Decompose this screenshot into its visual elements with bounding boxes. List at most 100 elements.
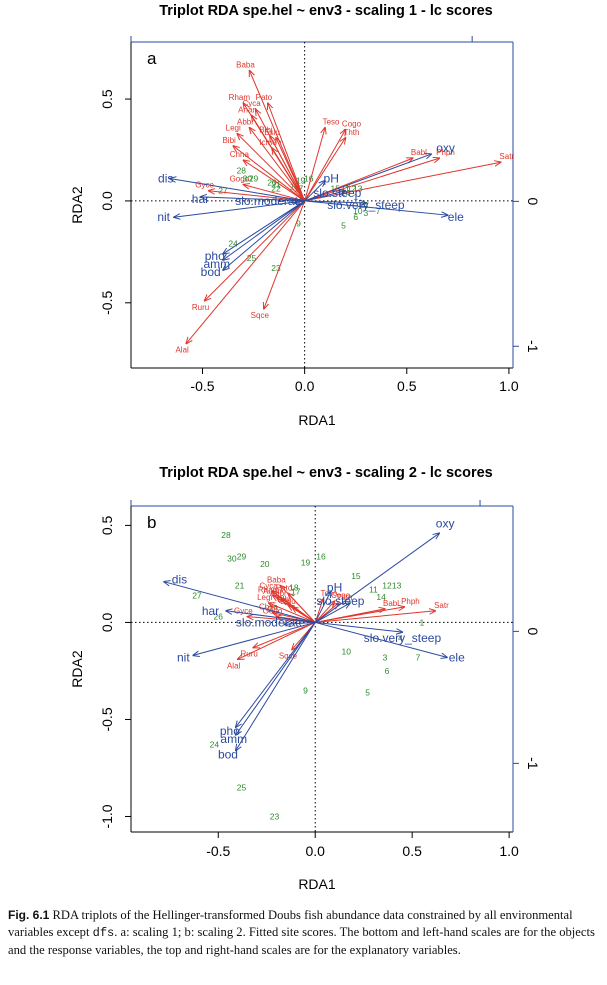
species-label: Blbj [277, 595, 291, 604]
species-label: Babl [383, 599, 399, 608]
env-arrow [304, 191, 346, 202]
species-label: Satr [434, 601, 449, 610]
species-arrow [243, 160, 305, 202]
species-label: Abbr [270, 589, 287, 598]
species-arrow [272, 148, 306, 202]
site-label: 27 [218, 186, 228, 196]
panel-a: Triplot RDA spe.hel ~ env3 - scaling 1 -… [69, 3, 541, 428]
species-label: Satr [499, 152, 514, 161]
species-arrow [276, 138, 306, 202]
species-label: Rham [229, 93, 251, 102]
env-arrow [284, 622, 316, 624]
site-label: 16 [304, 174, 314, 184]
x-tick-label: 0.0 [305, 843, 325, 859]
y-tick-label: 0.0 [99, 191, 115, 211]
site-label: 7 [376, 206, 381, 216]
env-arrow [236, 622, 316, 750]
right-tick-label: -1 [525, 757, 541, 770]
species-label: Ruru [192, 303, 209, 312]
env-label: nit [177, 650, 190, 664]
figure-caption: Fig. 6.1 RDA triplots of the Hellinger-t… [8, 907, 602, 960]
species-label: Chna [259, 603, 279, 612]
env-label: dis [172, 573, 187, 587]
right-tick-label: 0 [525, 627, 541, 635]
env-label: har [202, 604, 219, 618]
env-arrow [236, 622, 316, 727]
env-label: dis [158, 172, 173, 186]
site-label: 3 [383, 652, 388, 662]
x-tick-label: -0.5 [190, 378, 214, 394]
caption-code: dfs [92, 926, 115, 941]
site-label: 16 [316, 551, 326, 561]
species-label: Cyca [242, 99, 261, 108]
species-arrow [209, 191, 305, 202]
site-label: 18 [289, 583, 299, 593]
env-label: oxy [436, 141, 455, 155]
env-arrow [314, 533, 439, 623]
species-arrow [314, 601, 334, 623]
species-arrow [237, 134, 305, 202]
species-label: Cogo [331, 591, 351, 600]
species-label: Thth [343, 128, 359, 137]
y-axis-label: RDA2 [69, 186, 85, 224]
panel-label: b [147, 513, 156, 532]
x-tick-label: 0.0 [295, 378, 315, 394]
site-label: 30 [243, 174, 253, 184]
species-arrow [253, 621, 316, 647]
site-label: 1 [353, 192, 358, 202]
site-label: 3 [364, 208, 369, 218]
site-label: 1 [419, 617, 424, 627]
species-arrow [304, 128, 325, 202]
species-arrow [288, 593, 316, 623]
caption-text-before-code: RDA triplots of the Hellinger-transforme… [8, 908, 573, 940]
site-label: 28 [221, 530, 231, 540]
x-tick-label: 0.5 [402, 843, 422, 859]
site-label: 5 [365, 687, 370, 697]
site-label: 22 [268, 604, 278, 614]
env-arrow [314, 603, 350, 623]
species-label: Bibi [222, 136, 236, 145]
species-label: Phph [401, 597, 420, 606]
right-tick-label: -1 [525, 340, 541, 353]
species-label: Gogo [230, 175, 250, 184]
species-label: Rham [258, 585, 280, 594]
site-label: 11 [341, 184, 350, 194]
env-label: slo.very_steep [364, 631, 442, 645]
site-label: 20 [260, 559, 270, 569]
species-label: Phph [436, 148, 455, 157]
site-label: 25 [237, 782, 247, 792]
y-tick-label: 0.5 [99, 515, 115, 535]
env-label: bod [218, 747, 238, 761]
env-arrow [226, 611, 316, 623]
species-arrow [205, 200, 305, 301]
site-label: 7 [416, 652, 421, 662]
env-label: slo.moderate [236, 615, 306, 629]
species-arrow [264, 200, 306, 309]
env-arrow [236, 622, 316, 735]
site-label: 19 [301, 557, 311, 567]
site-label: 12 [347, 184, 357, 194]
panel-label: a [147, 49, 157, 68]
species-arrow [186, 200, 306, 344]
species-label: Teso [323, 118, 340, 127]
env-label: har [192, 192, 209, 206]
species-label: Legi [257, 593, 272, 602]
species-arrow [304, 130, 346, 202]
site-label: 10 [342, 647, 352, 657]
site-label: 21 [235, 581, 245, 591]
env-label: ele [449, 650, 465, 664]
env-arrow [223, 200, 305, 254]
env-label: nit [157, 210, 170, 224]
y-axis-label: RDA2 [69, 650, 85, 688]
site-label: 23 [270, 811, 280, 821]
species-label: Baba [236, 61, 255, 70]
site-label: 25 [247, 253, 257, 263]
env-label: pho [220, 724, 240, 738]
species-label: Icme [259, 138, 277, 147]
y-tick-label: -0.5 [99, 291, 115, 315]
caption-label: Fig. 6.1 [8, 908, 50, 922]
site-label: 26 [214, 612, 224, 622]
chart-title: Triplot RDA spe.hel ~ env3 - scaling 1 -… [159, 3, 492, 19]
env-label: bod [201, 265, 221, 279]
site-label: 9 [296, 218, 301, 228]
